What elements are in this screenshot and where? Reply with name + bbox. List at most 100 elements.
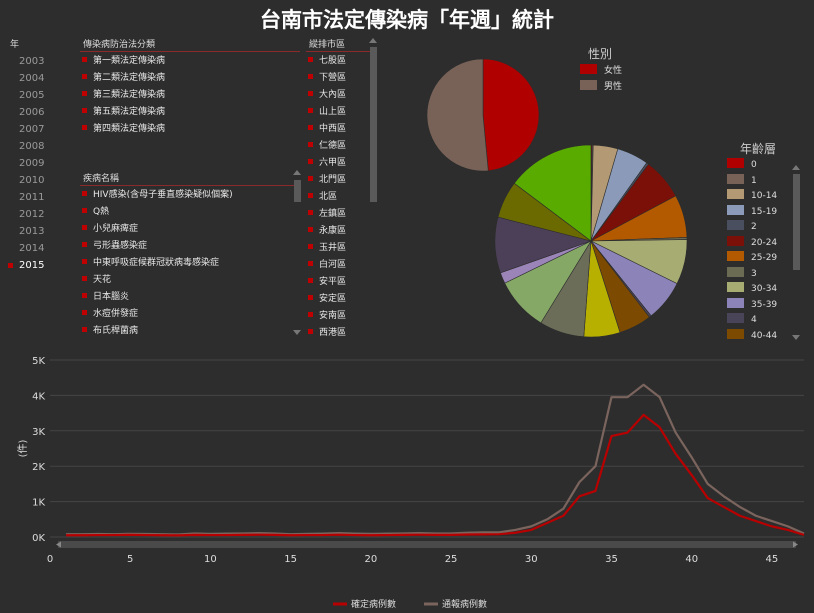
district-item[interactable]: 大內區 <box>306 87 368 104</box>
disease-item[interactable]: 小兒麻痺症 <box>80 221 290 238</box>
gender-slice[interactable] <box>426 58 489 172</box>
year-item[interactable]: 2009 <box>9 155 69 172</box>
district-item[interactable]: 中西區 <box>306 121 368 138</box>
age-legend-item-label: 35-39 <box>751 299 778 310</box>
selected-indicator-icon <box>82 125 87 130</box>
series-line-1[interactable] <box>66 383 805 536</box>
age-legend-item[interactable]: 15-19 <box>727 204 777 221</box>
year-item[interactable]: 2008 <box>9 138 69 155</box>
scroll-right-arrow-icon[interactable] <box>793 541 798 548</box>
line-legend-label[interactable]: 確定病例數 <box>351 598 396 610</box>
age-legend-item[interactable]: 10-14 <box>727 189 777 205</box>
disease-item[interactable]: 水痘併發症 <box>80 306 290 323</box>
disease-item[interactable]: 天花 <box>80 272 290 289</box>
category-item[interactable]: 第五類法定傳染病 <box>80 104 290 121</box>
district-item-label: 北區 <box>319 192 338 202</box>
selected-indicator-icon <box>8 263 13 268</box>
age-legend-item[interactable]: 25-29 <box>727 251 777 267</box>
x-tick-label: 20 <box>364 554 377 565</box>
year-item[interactable]: 2006 <box>9 104 69 121</box>
district-filter-list: 七股區 下營區 大內區 山上區 中西區 仁德區 六甲區北門區北區左鎮區 永康區玉井區白河區 安平… <box>306 53 368 342</box>
gender-legend-item-label: 女性 <box>604 66 623 76</box>
district-item[interactable]: 安南區 <box>306 308 368 325</box>
legend-swatch <box>727 235 744 246</box>
selected-indicator-icon <box>82 310 87 315</box>
year-item[interactable]: 2012 <box>9 206 69 223</box>
district-item[interactable]: 西港區 <box>306 325 368 342</box>
x-tick-label: 25 <box>445 554 458 565</box>
age-legend-item[interactable]: 0 <box>727 158 777 174</box>
disease-item[interactable]: 中東呼吸症候群冠狀病毒感染症 <box>80 255 290 272</box>
y-tick-label: 2K <box>32 462 45 473</box>
scrollbar-thumb[interactable] <box>294 180 301 202</box>
category-item[interactable]: 第四類法定傳染病 <box>80 121 290 138</box>
district-item[interactable]: 安平區 <box>306 274 368 291</box>
scroll-down-arrow-icon[interactable] <box>792 335 800 340</box>
age-legend-item[interactable]: 1 <box>727 173 777 190</box>
age-legend-item[interactable]: 35-39 <box>727 297 778 314</box>
district-item[interactable]: 山上區 <box>306 104 368 121</box>
disease-scrollbar[interactable] <box>293 170 301 340</box>
legend-swatch <box>727 297 744 308</box>
year-item[interactable]: 2007 <box>9 121 69 138</box>
category-item[interactable]: 第三類法定傳染病 <box>80 87 290 104</box>
scrollbar-thumb[interactable] <box>793 174 800 270</box>
district-item[interactable]: 下營區 <box>306 70 368 87</box>
district-item[interactable]: 六甲區 <box>306 155 368 172</box>
year-item[interactable]: 2004 <box>9 70 69 87</box>
year-item[interactable]: 2011 <box>9 189 69 206</box>
selected-indicator-icon <box>308 295 313 300</box>
disease-item[interactable]: Q熱 <box>80 204 290 221</box>
year-item[interactable]: 2013 <box>9 223 69 240</box>
category-item[interactable]: 第一類法定傳染病 <box>80 53 290 70</box>
chart-scrollbar[interactable] <box>58 541 796 548</box>
gender-legend-item[interactable]: 男性 <box>580 79 622 96</box>
age-legend-item[interactable]: 3 <box>727 266 777 283</box>
disease-header-divider <box>80 185 300 186</box>
legend-swatch <box>727 158 744 168</box>
disease-item[interactable]: 日本腦炎 <box>80 289 290 306</box>
scroll-up-arrow-icon[interactable] <box>792 165 800 170</box>
disease-item[interactable]: 弓形蟲感染症 <box>80 238 290 255</box>
category-item[interactable]: 第二類法定傳染病 <box>80 70 290 87</box>
disease-item[interactable]: HIV感染(含母子垂直感染疑似個案) <box>80 187 290 204</box>
disease-item[interactable]: 布氏桿菌病 <box>80 323 290 340</box>
gender-legend-item[interactable]: 女性 <box>580 64 622 80</box>
age-legend-item[interactable]: 20-24 <box>727 235 778 252</box>
district-item[interactable]: 白河區 <box>306 257 368 274</box>
district-item-label: 北門區 <box>319 175 347 185</box>
scroll-down-arrow-icon[interactable] <box>293 330 301 335</box>
age-legend-item-label: 20-24 <box>751 237 778 248</box>
district-item[interactable]: 永康區 <box>306 223 368 240</box>
district-item-label: 玉井區 <box>319 243 347 253</box>
age-legend-item[interactable]: 4 <box>727 313 777 329</box>
age-legend-scrollbar[interactable] <box>792 165 800 340</box>
district-item[interactable]: 北門區 <box>306 172 368 189</box>
gender-slice[interactable] <box>482 58 540 172</box>
selected-indicator-icon <box>82 242 87 247</box>
age-legend-item[interactable]: 40-44 <box>727 328 777 345</box>
year-item[interactable]: 2003 <box>9 53 69 70</box>
line-legend-label[interactable]: 通報病例數 <box>442 598 487 610</box>
district-item[interactable]: 仁德區 <box>306 138 368 155</box>
scroll-up-arrow-icon[interactable] <box>293 170 301 175</box>
age-slice[interactable] <box>513 144 592 242</box>
legend-swatch <box>727 204 744 215</box>
district-item[interactable]: 玉井區 <box>306 240 368 257</box>
scroll-up-arrow-icon[interactable] <box>369 38 377 43</box>
scrollbar-thumb[interactable] <box>370 47 377 202</box>
district-item[interactable]: 七股區 <box>306 53 368 70</box>
scroll-left-arrow-icon[interactable] <box>56 541 61 548</box>
age-legend-item[interactable]: 2 <box>727 220 777 236</box>
series-line-0[interactable] <box>66 413 805 537</box>
year-item[interactable]: 2010 <box>9 172 69 189</box>
district-item[interactable]: 左鎮區 <box>306 206 368 223</box>
district-item[interactable]: 北區 <box>306 189 368 206</box>
district-scrollbar[interactable] <box>369 38 377 338</box>
year-item-label: 2012 <box>19 209 45 220</box>
age-legend-item[interactable]: 30-34 <box>727 282 777 298</box>
year-item[interactable]: 2005 <box>9 87 69 104</box>
district-item[interactable]: 安定區 <box>306 291 368 308</box>
year-item[interactable]: 2015 <box>8 257 69 274</box>
year-item[interactable]: 2014 <box>9 240 69 257</box>
